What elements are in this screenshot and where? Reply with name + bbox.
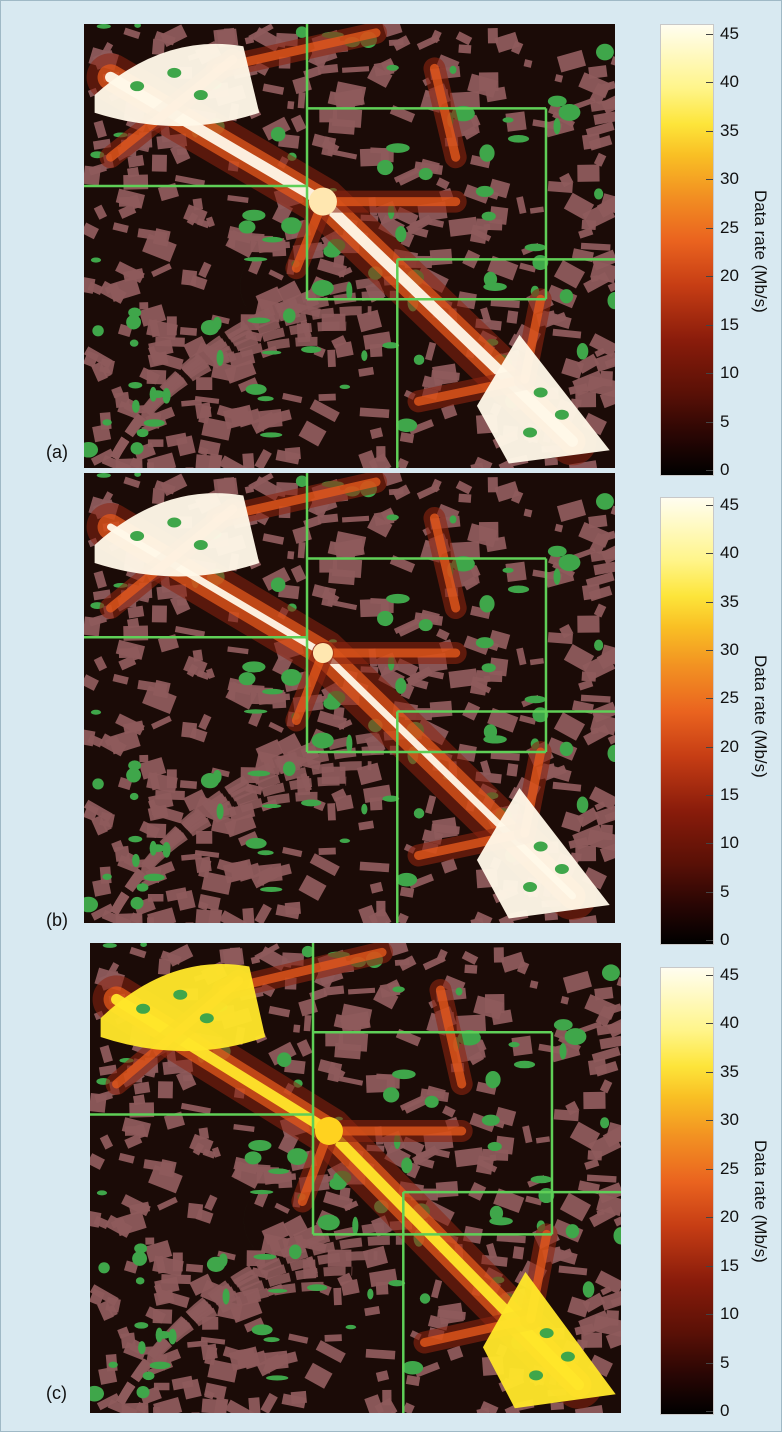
colorbar-tick-mark xyxy=(706,421,713,423)
colorbar-tick-mark xyxy=(706,940,713,941)
colorbar-tick-mark xyxy=(706,373,713,375)
colorbar-tick-label: 45 xyxy=(720,965,739,984)
colorbar-tick-label: 15 xyxy=(720,1255,739,1275)
colorbar-title-b: Data rate (Mb/s) xyxy=(751,655,770,778)
colorbar-tick-label: 30 xyxy=(720,1110,739,1130)
colorbar-tick-mark xyxy=(706,975,713,976)
colorbar-tick-label: 5 xyxy=(720,1352,730,1372)
colorbar-tick-mark xyxy=(706,470,713,471)
colorbar-b xyxy=(660,497,714,945)
grid-overlay xyxy=(84,24,615,468)
colorbar-tick-label: 10 xyxy=(720,363,739,383)
colorbar-tick-label: 10 xyxy=(720,1304,739,1324)
panel-label-a: (a) xyxy=(46,442,68,462)
coverage-map-b xyxy=(84,473,615,923)
data-rate-overlay xyxy=(86,24,610,466)
data-rate-overlay xyxy=(86,473,610,920)
colorbar-tick-mark xyxy=(706,505,713,506)
colorbar-tick-mark xyxy=(706,1265,713,1267)
colorbar-a xyxy=(660,24,714,476)
colorbar-tick-label: 30 xyxy=(720,169,739,189)
colorbar-tick-label: 0 xyxy=(720,1401,730,1420)
colorbar-tick-mark xyxy=(706,1362,713,1364)
colorbar-tick-label: 5 xyxy=(720,881,730,901)
colorbar-tick-mark xyxy=(706,553,713,555)
colorbar-tick-label: 25 xyxy=(720,217,739,237)
colorbar-tick-label: 30 xyxy=(720,640,739,659)
colorbar-tick-label: 40 xyxy=(720,72,739,92)
colorbar-tick-mark xyxy=(706,1217,713,1219)
colorbar-tick-mark xyxy=(706,1071,713,1073)
colorbar-tick-mark xyxy=(706,130,713,132)
grid-overlay xyxy=(84,473,615,923)
colorbar-tick-mark xyxy=(706,34,713,35)
colorbar-tick-mark xyxy=(706,1168,713,1170)
colorbar-title-c: Data rate (Mb/s) xyxy=(751,1140,770,1263)
colorbar-tick-mark xyxy=(706,1023,713,1025)
colorbar-tick-mark xyxy=(706,82,713,84)
colorbar-tick-mark xyxy=(706,843,713,845)
colorbar-tick-label: 45 xyxy=(720,24,739,43)
coverage-map-c xyxy=(90,943,621,1413)
coverage-map-a xyxy=(84,24,615,468)
colorbar-tick-label: 25 xyxy=(720,688,739,708)
colorbar-tick-label: 15 xyxy=(720,314,739,334)
colorbar-tick-mark xyxy=(706,1411,713,1412)
colorbar-tick-mark xyxy=(706,179,713,181)
colorbar-tick-label: 0 xyxy=(720,460,730,479)
colorbar-tick-label: 35 xyxy=(720,1061,739,1081)
colorbar-tick-mark xyxy=(706,795,713,796)
colorbar-tick-label: 20 xyxy=(720,266,739,286)
colorbar-tick-label: 25 xyxy=(720,1158,739,1178)
colorbar-tick-mark xyxy=(706,650,713,651)
colorbar-tick-mark xyxy=(706,276,713,278)
colorbar-tick-mark xyxy=(706,1120,713,1122)
colorbar-tick-mark xyxy=(706,1314,713,1316)
panel-label-c: (c) xyxy=(46,1383,67,1403)
panel-label-b: (b) xyxy=(46,910,68,930)
colorbar-c xyxy=(660,967,714,1415)
colorbar-tick-label: 20 xyxy=(720,1207,739,1227)
colorbar-tick-label: 35 xyxy=(720,591,739,611)
colorbar-tick-label: 15 xyxy=(720,785,739,804)
colorbar-tick-label: 20 xyxy=(720,736,739,756)
colorbar-tick-mark xyxy=(706,227,713,229)
colorbar-tick-label: 5 xyxy=(720,411,730,431)
grid-overlay xyxy=(90,943,621,1413)
colorbar-tick-label: 0 xyxy=(720,930,730,949)
colorbar-tick-label: 35 xyxy=(720,120,739,140)
colorbar-tick-mark xyxy=(706,324,713,326)
colorbar-tick-mark xyxy=(706,746,713,748)
colorbar-tick-mark xyxy=(706,698,713,700)
colorbar-tick-label: 45 xyxy=(720,495,739,514)
colorbar-title-a: Data rate (Mb/s) xyxy=(751,190,770,313)
colorbar-tick-mark xyxy=(706,601,713,603)
colorbar-tick-label: 10 xyxy=(720,833,739,853)
colorbar-tick-label: 40 xyxy=(720,543,739,563)
data-rate-overlay xyxy=(92,943,616,1409)
colorbar-tick-mark xyxy=(706,891,713,893)
colorbar-tick-label: 40 xyxy=(720,1013,739,1033)
